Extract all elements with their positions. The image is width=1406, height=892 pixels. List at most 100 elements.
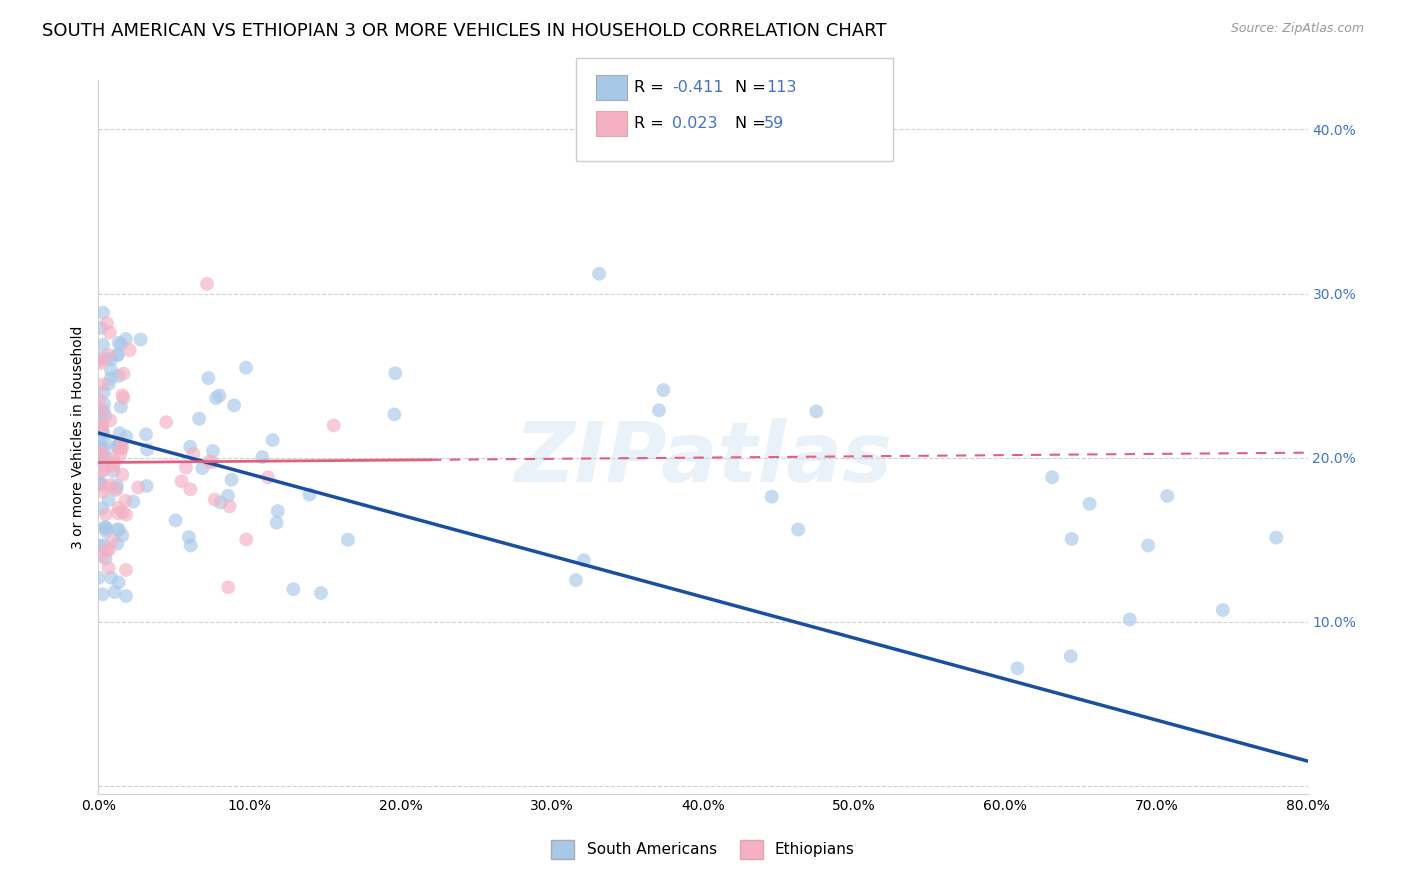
Point <box>572 553 595 567</box>
Point <box>1078 497 1101 511</box>
Point <box>565 573 588 587</box>
Point <box>1137 538 1160 552</box>
Point <box>118 343 141 358</box>
Point <box>90 441 112 455</box>
Point <box>115 332 138 346</box>
Point <box>1119 613 1142 627</box>
Point <box>205 391 228 405</box>
Point <box>1265 531 1288 545</box>
Point <box>100 478 122 492</box>
Point <box>94 520 117 534</box>
Point <box>107 440 129 454</box>
Text: 113: 113 <box>766 80 797 95</box>
Point <box>111 467 134 482</box>
Point <box>108 368 131 383</box>
Point <box>100 571 122 585</box>
Point <box>648 403 671 417</box>
Point <box>201 444 224 458</box>
Point <box>90 402 112 417</box>
Text: R =: R = <box>634 80 669 95</box>
Point <box>90 422 112 436</box>
Point <box>104 483 127 497</box>
Point <box>262 433 284 447</box>
Point <box>108 435 131 450</box>
Point <box>111 505 134 519</box>
Y-axis label: 3 or more Vehicles in Household: 3 or more Vehicles in Household <box>72 326 86 549</box>
Point <box>96 351 118 366</box>
Point <box>174 460 197 475</box>
Point <box>105 478 128 492</box>
Point <box>135 479 157 493</box>
Point <box>97 376 120 391</box>
Point <box>90 424 112 438</box>
Point <box>235 360 257 375</box>
Point <box>100 371 122 385</box>
Point <box>100 352 122 367</box>
Point <box>91 549 114 563</box>
Point <box>104 585 127 599</box>
Point <box>96 522 118 536</box>
Point <box>195 277 218 291</box>
Point <box>93 463 115 477</box>
Point <box>105 348 128 362</box>
Point <box>1060 649 1083 664</box>
Point <box>101 534 124 549</box>
Point <box>267 504 290 518</box>
Point <box>94 524 117 539</box>
Point <box>97 561 120 575</box>
Point <box>201 455 224 469</box>
Point <box>108 426 131 441</box>
Point <box>298 488 321 502</box>
Point <box>89 476 111 491</box>
Point <box>217 580 239 594</box>
Point <box>87 392 110 407</box>
Point <box>93 397 115 411</box>
Text: SOUTH AMERICAN VS ETHIOPIAN 3 OR MORE VEHICLES IN HOUSEHOLD CORRELATION CHART: SOUTH AMERICAN VS ETHIOPIAN 3 OR MORE VE… <box>42 22 887 40</box>
Point <box>127 480 149 494</box>
Point <box>91 463 114 477</box>
Point <box>91 306 114 320</box>
Point <box>105 440 128 454</box>
Point <box>122 494 145 508</box>
Point <box>384 366 406 380</box>
Point <box>806 404 828 418</box>
Point <box>115 563 138 577</box>
Point <box>218 500 240 514</box>
Point <box>1212 603 1234 617</box>
Point <box>98 413 121 427</box>
Point <box>89 475 111 490</box>
Point <box>235 533 257 547</box>
Point <box>170 474 193 488</box>
Point <box>96 543 118 558</box>
Point <box>90 448 112 462</box>
Point <box>336 533 359 547</box>
Point <box>112 391 135 405</box>
Point <box>97 493 120 508</box>
Point <box>114 493 136 508</box>
Point <box>97 543 120 558</box>
Point <box>105 537 128 551</box>
Point <box>217 489 239 503</box>
Point <box>266 516 288 530</box>
Point <box>98 326 121 340</box>
Point <box>91 417 114 432</box>
Legend: South Americans, Ethiopians: South Americans, Ethiopians <box>546 834 860 864</box>
Point <box>94 459 117 474</box>
Point <box>179 483 201 497</box>
Point <box>97 348 120 362</box>
Point <box>100 363 122 377</box>
Point <box>111 528 134 542</box>
Point <box>90 356 112 370</box>
Point <box>103 457 125 471</box>
Point <box>91 425 114 439</box>
Point <box>155 415 177 429</box>
Point <box>103 451 125 466</box>
Point <box>105 523 128 537</box>
Point <box>91 377 114 392</box>
Point <box>111 436 134 450</box>
Point <box>103 464 125 478</box>
Point <box>107 348 129 362</box>
Text: 59: 59 <box>763 116 783 130</box>
Point <box>115 508 138 522</box>
Point <box>183 447 205 461</box>
